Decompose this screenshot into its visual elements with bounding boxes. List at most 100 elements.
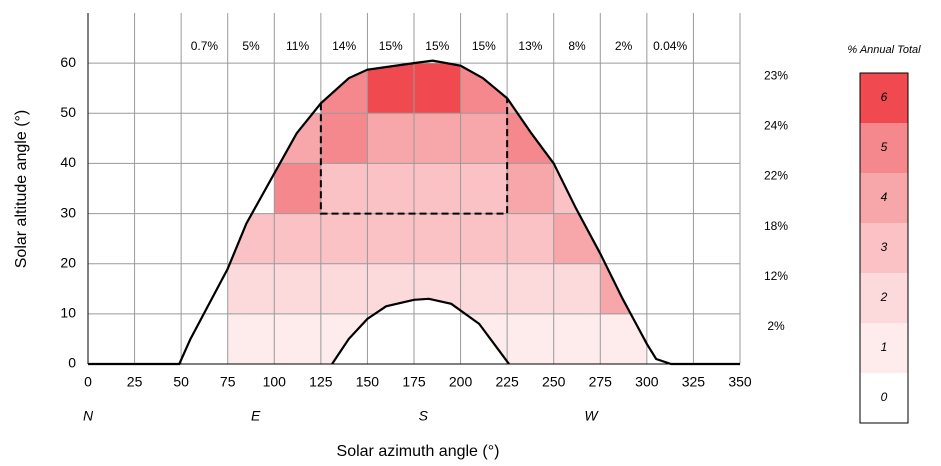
legend-swatch bbox=[860, 123, 908, 173]
y-tick-label: 0 bbox=[68, 355, 76, 371]
heat-cell bbox=[507, 263, 554, 314]
x-axis-title: Solar azimuth angle (°) bbox=[337, 443, 500, 460]
heat-cell bbox=[274, 163, 321, 214]
heat-cell bbox=[227, 313, 275, 364]
heat-cell bbox=[507, 313, 554, 364]
x-tick-label: 200 bbox=[449, 374, 473, 390]
heat-cell bbox=[460, 163, 508, 214]
heat-cell bbox=[414, 213, 461, 264]
x-tick-label: 75 bbox=[220, 374, 236, 390]
heat-cell bbox=[181, 113, 228, 164]
row-total: 24% bbox=[764, 119, 788, 133]
heat-cell bbox=[320, 213, 368, 264]
heat-cell bbox=[181, 63, 228, 114]
y-tick-label: 20 bbox=[60, 254, 76, 270]
column-total: 15% bbox=[425, 39, 449, 53]
heat-cell bbox=[227, 213, 275, 264]
compass-label: E bbox=[251, 408, 261, 424]
row-total: 2% bbox=[767, 319, 785, 333]
column-total: 15% bbox=[472, 39, 496, 53]
heat-cell bbox=[460, 313, 508, 364]
heat-cell bbox=[600, 163, 647, 214]
x-tick-label: 100 bbox=[263, 374, 287, 390]
heat-cell bbox=[600, 63, 647, 114]
heat-cell bbox=[227, 113, 275, 164]
y-tick-label: 60 bbox=[60, 54, 76, 70]
column-total: 0.04% bbox=[653, 39, 687, 53]
legend-label: 0 bbox=[881, 390, 888, 404]
y-tick-label: 40 bbox=[60, 154, 76, 170]
legend-label: 4 bbox=[881, 190, 888, 204]
highlight-box bbox=[319, 98, 509, 215]
legend-frame bbox=[859, 72, 909, 424]
heat-cell bbox=[227, 63, 275, 114]
compass-label: N bbox=[83, 408, 94, 424]
heat-cell bbox=[507, 113, 554, 164]
x-tick-label: 125 bbox=[309, 374, 333, 390]
legend-label: 1 bbox=[881, 340, 888, 354]
heat-cell bbox=[460, 113, 508, 164]
heat-cell bbox=[320, 63, 368, 114]
heat-cell bbox=[646, 113, 694, 164]
column-total: 15% bbox=[379, 39, 403, 53]
heat-cell bbox=[181, 313, 228, 364]
legend-label: 6 bbox=[881, 90, 888, 104]
heat-cell bbox=[646, 163, 694, 214]
row-total: 12% bbox=[764, 269, 788, 283]
row-total: 22% bbox=[764, 169, 788, 183]
column-total: 8% bbox=[568, 39, 586, 53]
legend-title: % Annual Total bbox=[847, 44, 921, 56]
heat-cell bbox=[553, 163, 601, 214]
heat-cell bbox=[600, 213, 647, 264]
heat-cell bbox=[367, 163, 414, 214]
heat-cell bbox=[553, 263, 601, 314]
legend-swatch bbox=[860, 373, 908, 423]
heat-cell bbox=[320, 263, 368, 314]
heat-cell bbox=[414, 163, 461, 214]
heat-cell bbox=[274, 313, 321, 364]
legend-label: 5 bbox=[881, 140, 888, 154]
heat-cell bbox=[507, 163, 554, 214]
compass-label: W bbox=[584, 408, 599, 424]
column-total: 11% bbox=[286, 39, 309, 53]
x-tick-label: 50 bbox=[173, 374, 189, 390]
column-total: 13% bbox=[518, 39, 542, 53]
heat-cell bbox=[553, 313, 601, 364]
heat-cell bbox=[320, 163, 368, 214]
column-total: 2% bbox=[615, 39, 633, 53]
x-tick-label: 325 bbox=[682, 374, 706, 390]
x-tick-label: 25 bbox=[127, 374, 143, 390]
heat-cell bbox=[181, 163, 228, 214]
heat-cell bbox=[181, 213, 228, 264]
legend-swatch bbox=[860, 73, 908, 123]
heat-cell bbox=[367, 113, 414, 164]
heat-cell bbox=[181, 263, 228, 314]
heat-cell bbox=[600, 113, 647, 164]
row-total: 23% bbox=[764, 68, 788, 82]
heat-cell bbox=[600, 313, 647, 364]
x-tick-label: 250 bbox=[542, 374, 566, 390]
y-tick-label: 50 bbox=[60, 104, 76, 120]
heat-cell bbox=[646, 263, 694, 314]
heat-cell bbox=[367, 313, 414, 364]
legend-swatch bbox=[860, 173, 908, 223]
heat-cell bbox=[414, 313, 461, 364]
heat-cell bbox=[227, 263, 275, 314]
heat-cell bbox=[460, 263, 508, 314]
heat-cell bbox=[414, 113, 461, 164]
heat-cell bbox=[553, 113, 601, 164]
heat-cell bbox=[646, 63, 694, 114]
heat-cell bbox=[227, 163, 275, 214]
heat-cell bbox=[553, 63, 601, 114]
heat-cell bbox=[507, 63, 554, 114]
heat-cell bbox=[414, 63, 461, 114]
x-tick-label: 0 bbox=[84, 374, 92, 390]
x-tick-label: 350 bbox=[728, 374, 752, 390]
heat-cell bbox=[320, 113, 368, 164]
heat-cell bbox=[460, 213, 508, 264]
heat-cell bbox=[367, 63, 414, 114]
heat-cell bbox=[646, 213, 694, 264]
heat-cell bbox=[320, 313, 368, 364]
outer-envelope bbox=[88, 59, 740, 366]
